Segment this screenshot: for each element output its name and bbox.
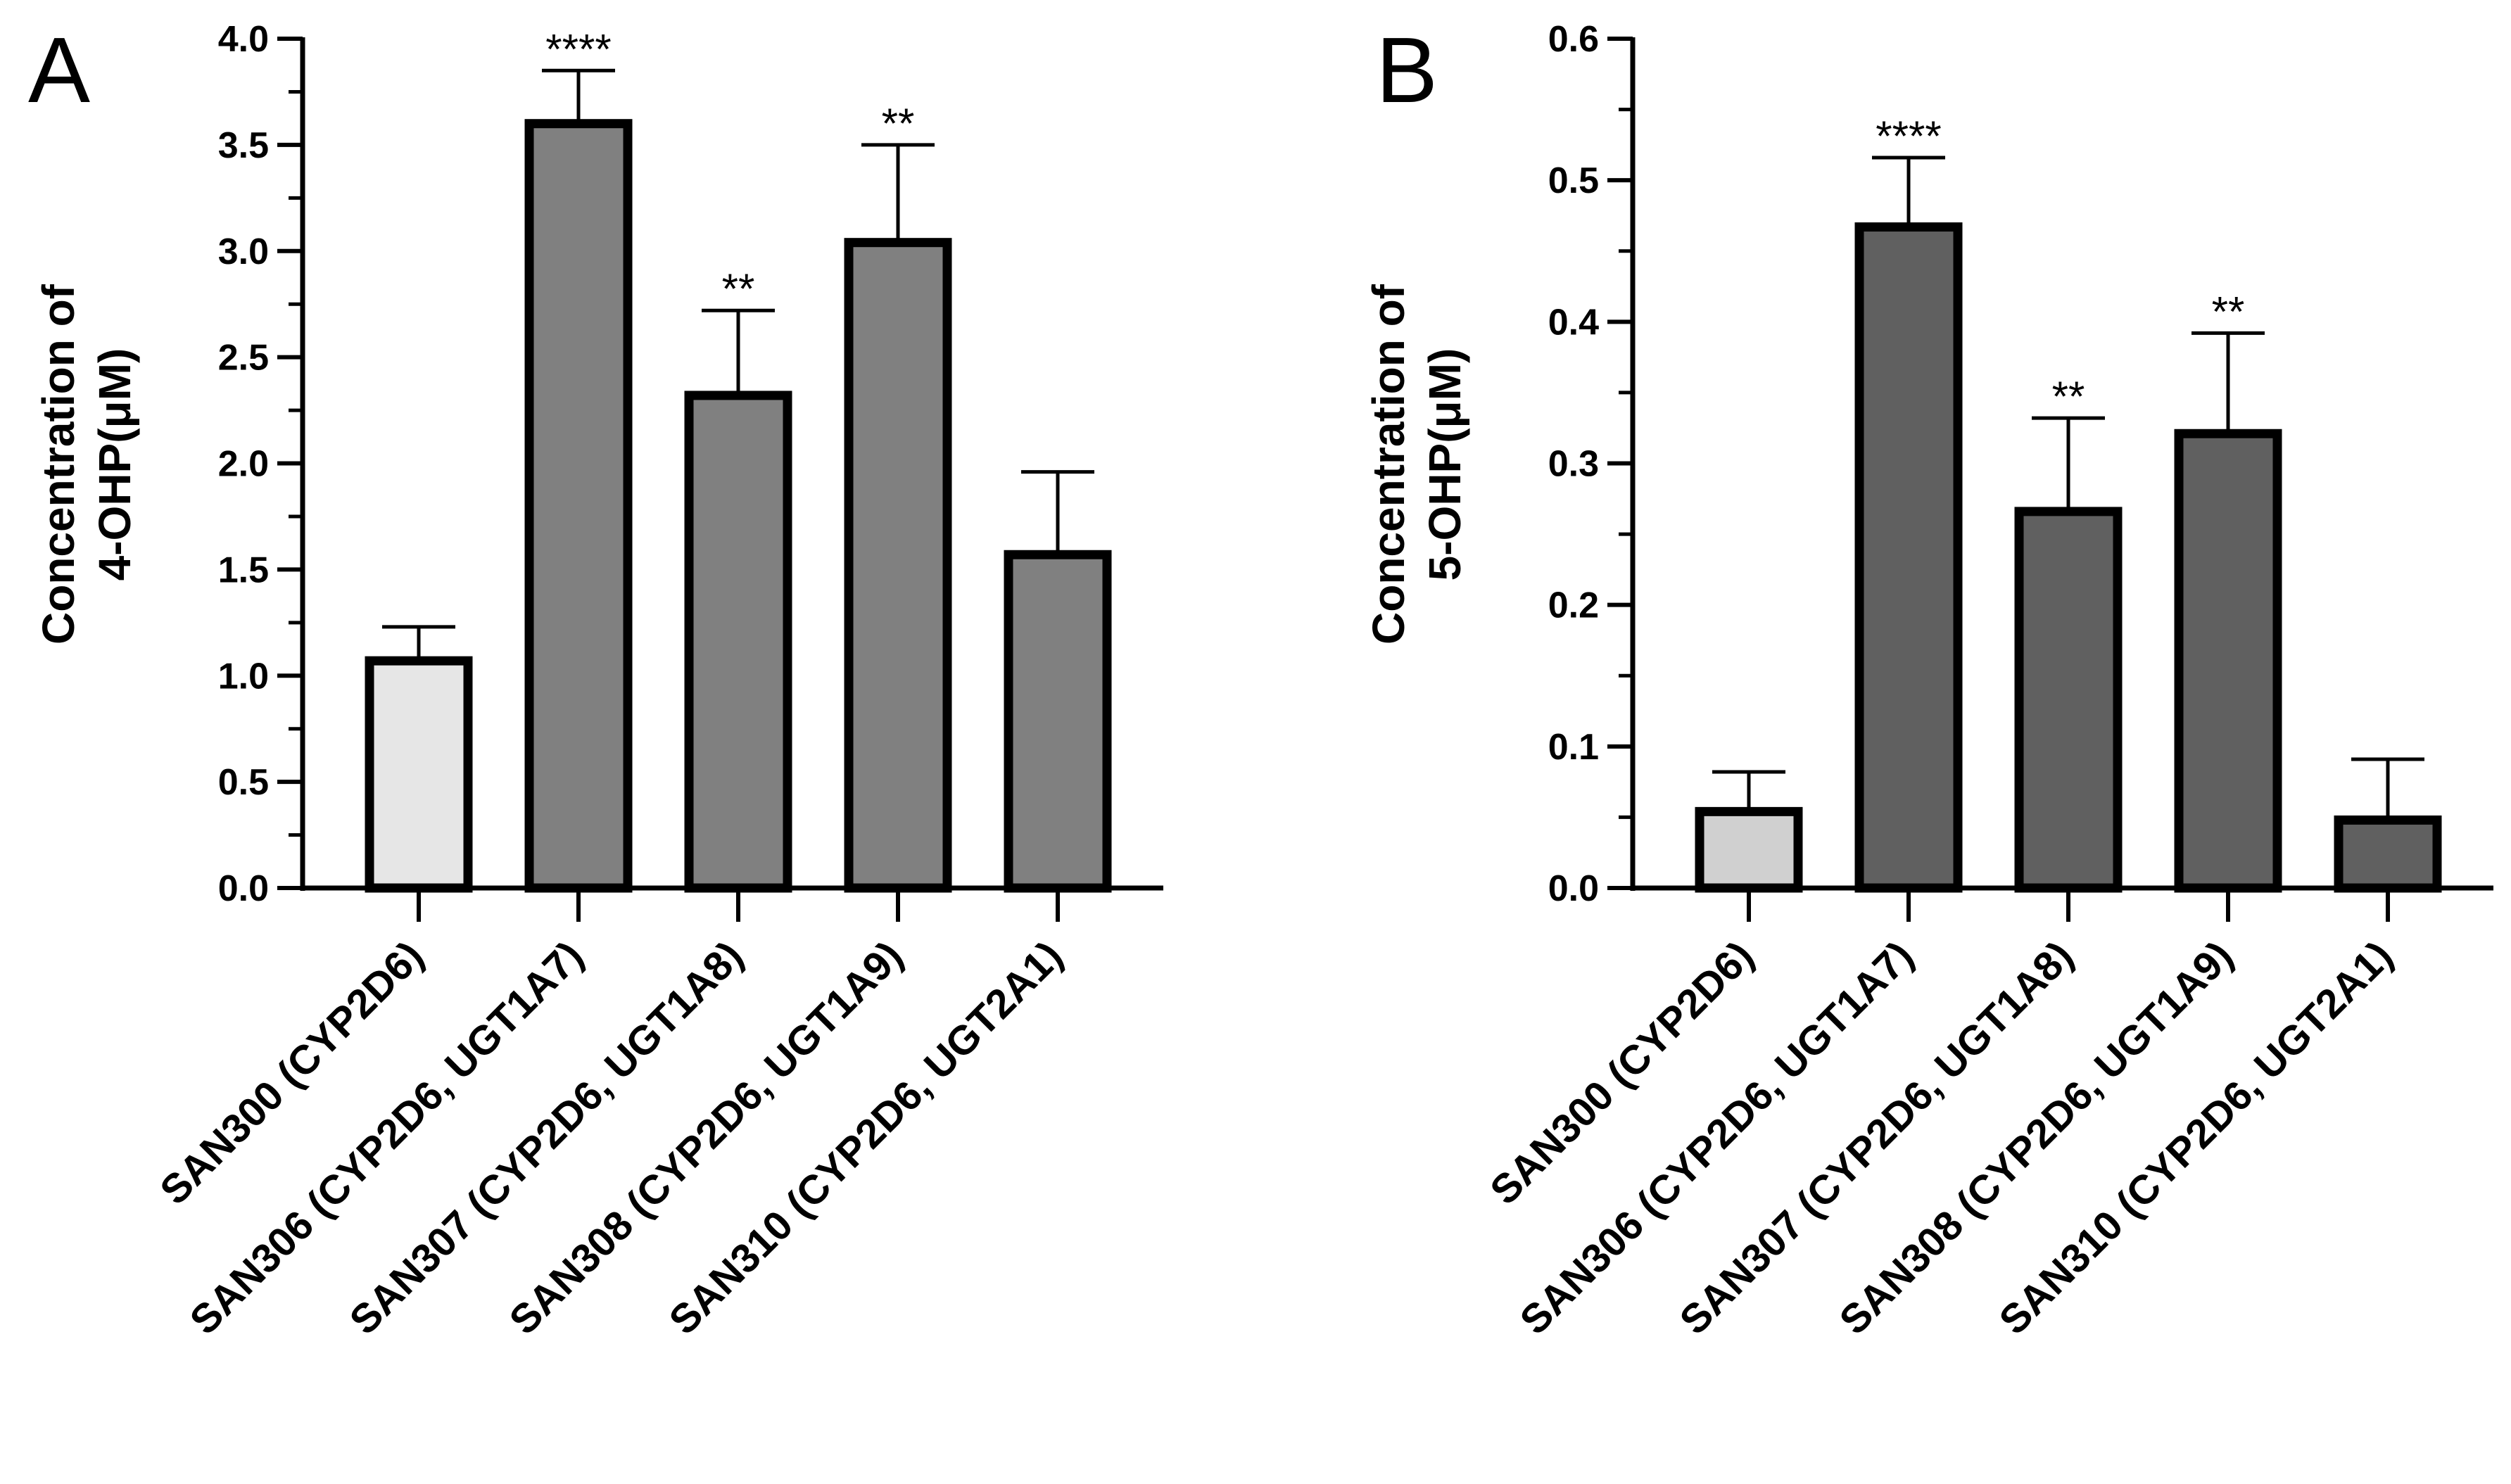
panel-b-bar xyxy=(1854,222,1963,893)
panel-a-significance-label: **** xyxy=(545,25,611,72)
panel-b-y-axis-title-line1: Concentration of xyxy=(1363,284,1414,645)
panel-a-letter: A xyxy=(28,18,90,122)
panel-a-y-tick-label: 3.0 xyxy=(218,232,269,272)
panel-a-y-tick-label: 3.5 xyxy=(218,125,269,166)
panel-a-y-axis-title-line2: 4-OHP(μM) xyxy=(89,348,140,581)
panel-a-significance-label: ** xyxy=(722,265,755,312)
panel-b-y-tick-label: 0.4 xyxy=(1548,302,1599,343)
panel-b-significance-label: **** xyxy=(1876,113,1941,160)
panel-a-chart: A Concentration of 4-OHP(μM) 0.0 0.5 1.0 1.… xyxy=(28,18,1163,1343)
panel-a-y-tick-label: 1.5 xyxy=(218,550,269,590)
panel-a-y-tick-label: 0.5 xyxy=(218,762,269,803)
panel-a-significance-label: ** xyxy=(882,100,915,147)
panel-a-y-tick-label: 4.0 xyxy=(218,19,269,60)
panel-b-y-axis-title-line2: 5-OHP(μM) xyxy=(1419,348,1470,581)
panel-b-chart: B Concentration of 5-OHP(μM) 0.0 0.1 0.2 0.… xyxy=(1363,18,2493,1343)
panel-a-bar xyxy=(684,391,792,893)
panel-a-bar xyxy=(524,119,633,893)
panel-a-y-tick-label: 0.0 xyxy=(218,868,269,909)
panel-a-category-label: SAN300 (CYP2D6) xyxy=(151,932,432,1213)
panel-a-y-tick-label: 2.5 xyxy=(218,338,269,379)
panel-b-significance-label: ** xyxy=(2052,373,2085,420)
panel-b-y-tick-label: 0.5 xyxy=(1548,160,1599,201)
panel-b-bar xyxy=(2014,507,2123,893)
panel-b-y-tick-label: 0.6 xyxy=(1548,19,1599,60)
panel-a-y-tick-label: 2.0 xyxy=(218,444,269,485)
panel-a-y-axis-title-line1: Concentration of xyxy=(33,284,84,645)
panel-b-y-tick-label: 0.3 xyxy=(1548,444,1599,485)
panel-b-bar xyxy=(2334,815,2442,893)
panel-b-bar xyxy=(2174,429,2282,893)
panel-b-letter: B xyxy=(1376,18,1438,122)
panel-b-y-tick-label: 0.1 xyxy=(1548,727,1599,768)
panel-b-y-tick-label: 0.0 xyxy=(1548,868,1599,909)
panel-b-y-tick-label: 0.2 xyxy=(1548,585,1599,626)
panel-a-y-tick-label: 1.0 xyxy=(218,656,269,697)
panel-a-bar xyxy=(365,656,473,893)
panel-b-category-label: SAN300 (CYP2D6) xyxy=(1481,932,1762,1213)
panel-a-bar xyxy=(1004,550,1112,893)
panel-b-significance-label: ** xyxy=(2212,288,2245,335)
panel-a-bar xyxy=(844,238,952,893)
panel-b-bar xyxy=(1695,806,1803,893)
